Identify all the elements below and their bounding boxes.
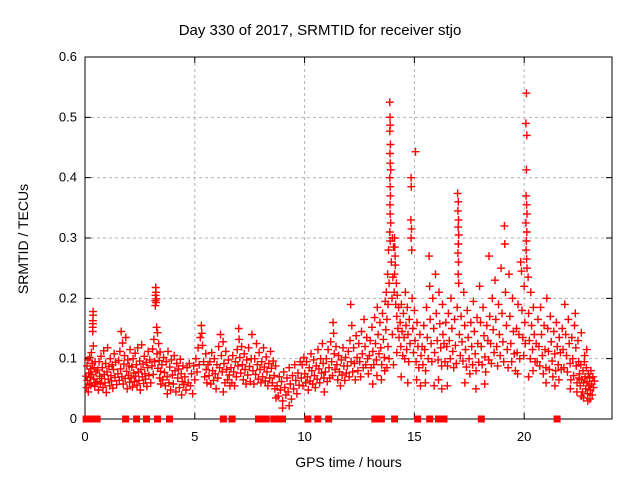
zero-marker xyxy=(82,415,90,423)
zero-marker xyxy=(166,415,173,423)
y-tick-label: 0.5 xyxy=(59,109,77,124)
zero-marker xyxy=(414,415,422,423)
x-tick-label: 10 xyxy=(297,429,311,444)
zero-marker xyxy=(133,415,141,423)
zero-marker xyxy=(89,415,97,423)
zero-marker xyxy=(314,415,322,423)
x-axis-label: GPS time / hours xyxy=(295,454,402,470)
zero-marker xyxy=(262,415,270,423)
zero-markers xyxy=(82,415,561,423)
zero-marker xyxy=(122,415,130,423)
zero-marker xyxy=(477,415,485,423)
x-tick-label: 5 xyxy=(191,429,198,444)
zero-marker xyxy=(279,415,287,423)
y-tick-label: 0.1 xyxy=(59,351,77,366)
zero-marker xyxy=(371,415,379,423)
scatter-points xyxy=(82,89,599,413)
zero-marker xyxy=(553,415,561,423)
zero-marker xyxy=(325,415,333,423)
zero-marker xyxy=(219,415,227,423)
zero-marker xyxy=(377,415,385,423)
x-tick-label: 20 xyxy=(517,429,531,444)
x-tick-label: 0 xyxy=(81,429,88,444)
zero-marker xyxy=(154,415,161,423)
y-tick-label: 0.6 xyxy=(59,49,77,64)
y-tick-label: 0 xyxy=(70,411,77,426)
zero-marker xyxy=(426,415,434,423)
zero-marker xyxy=(270,415,278,423)
zero-marker xyxy=(304,415,312,423)
zero-marker xyxy=(143,415,150,423)
y-tick-label: 0.4 xyxy=(59,170,77,185)
chart-title: Day 330 of 2017, SRMTID for receiver stj… xyxy=(178,22,462,39)
y-tick-label: 0.2 xyxy=(59,290,77,305)
x-tick-label: 15 xyxy=(407,429,421,444)
zero-marker xyxy=(93,415,101,423)
y-tick-label: 0.3 xyxy=(59,230,77,245)
zero-marker xyxy=(228,415,236,423)
zero-marker xyxy=(435,415,442,423)
zero-marker xyxy=(440,415,448,423)
zero-marker xyxy=(391,415,399,423)
zero-marker xyxy=(255,415,262,423)
